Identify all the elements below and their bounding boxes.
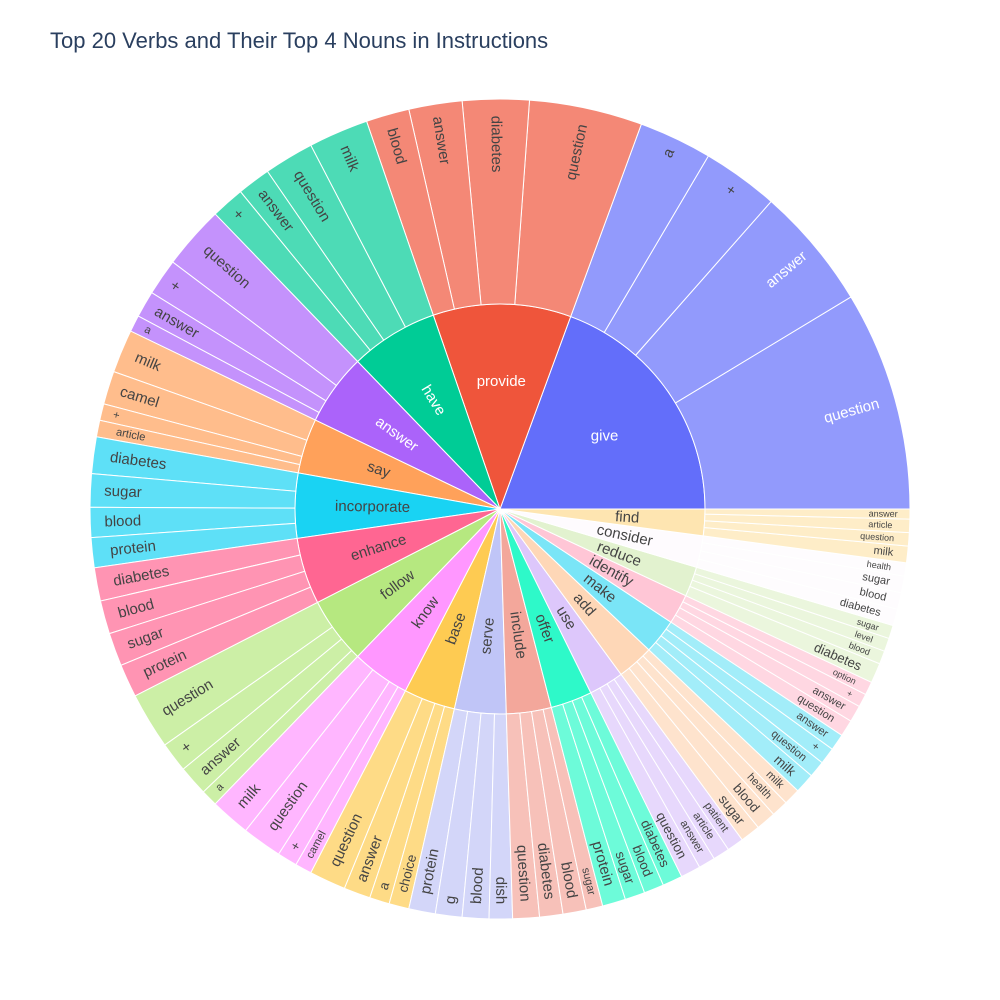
verb-label: include xyxy=(506,610,530,659)
verb-label: find xyxy=(615,508,640,527)
noun-label: diabetes xyxy=(487,116,505,173)
noun-label: diabetes xyxy=(534,842,558,900)
noun-label: + xyxy=(845,688,854,699)
chart-title: Top 20 Verbs and Their Top 4 Nouns in In… xyxy=(50,28,549,53)
noun-label: answer xyxy=(869,509,898,519)
noun-label: blood xyxy=(104,512,141,530)
noun-label: article xyxy=(868,519,892,530)
verb-label: provide xyxy=(477,373,526,390)
noun-label: question xyxy=(513,844,534,902)
noun-label: protein xyxy=(109,538,156,560)
noun-label: question xyxy=(860,531,895,543)
verb-label: serve xyxy=(477,617,497,655)
noun-label: milk xyxy=(873,545,894,559)
noun-label: article xyxy=(115,426,146,444)
verb-label: say xyxy=(365,458,393,482)
verb-label: incorporate xyxy=(335,498,410,516)
noun-wedge-find-answer[interactable] xyxy=(704,508,911,520)
noun-label: health xyxy=(866,559,892,573)
noun-label: + xyxy=(112,409,121,422)
noun-label: blood xyxy=(468,867,487,905)
noun-label: blood xyxy=(858,586,887,604)
noun-label: sugar xyxy=(861,571,891,588)
noun-label: g xyxy=(442,895,460,905)
noun-label: sugar xyxy=(104,483,142,502)
noun-label: a xyxy=(142,324,154,338)
noun-label: dish xyxy=(492,877,509,905)
verb-label: give xyxy=(591,428,619,445)
noun-label: blood xyxy=(557,860,580,899)
